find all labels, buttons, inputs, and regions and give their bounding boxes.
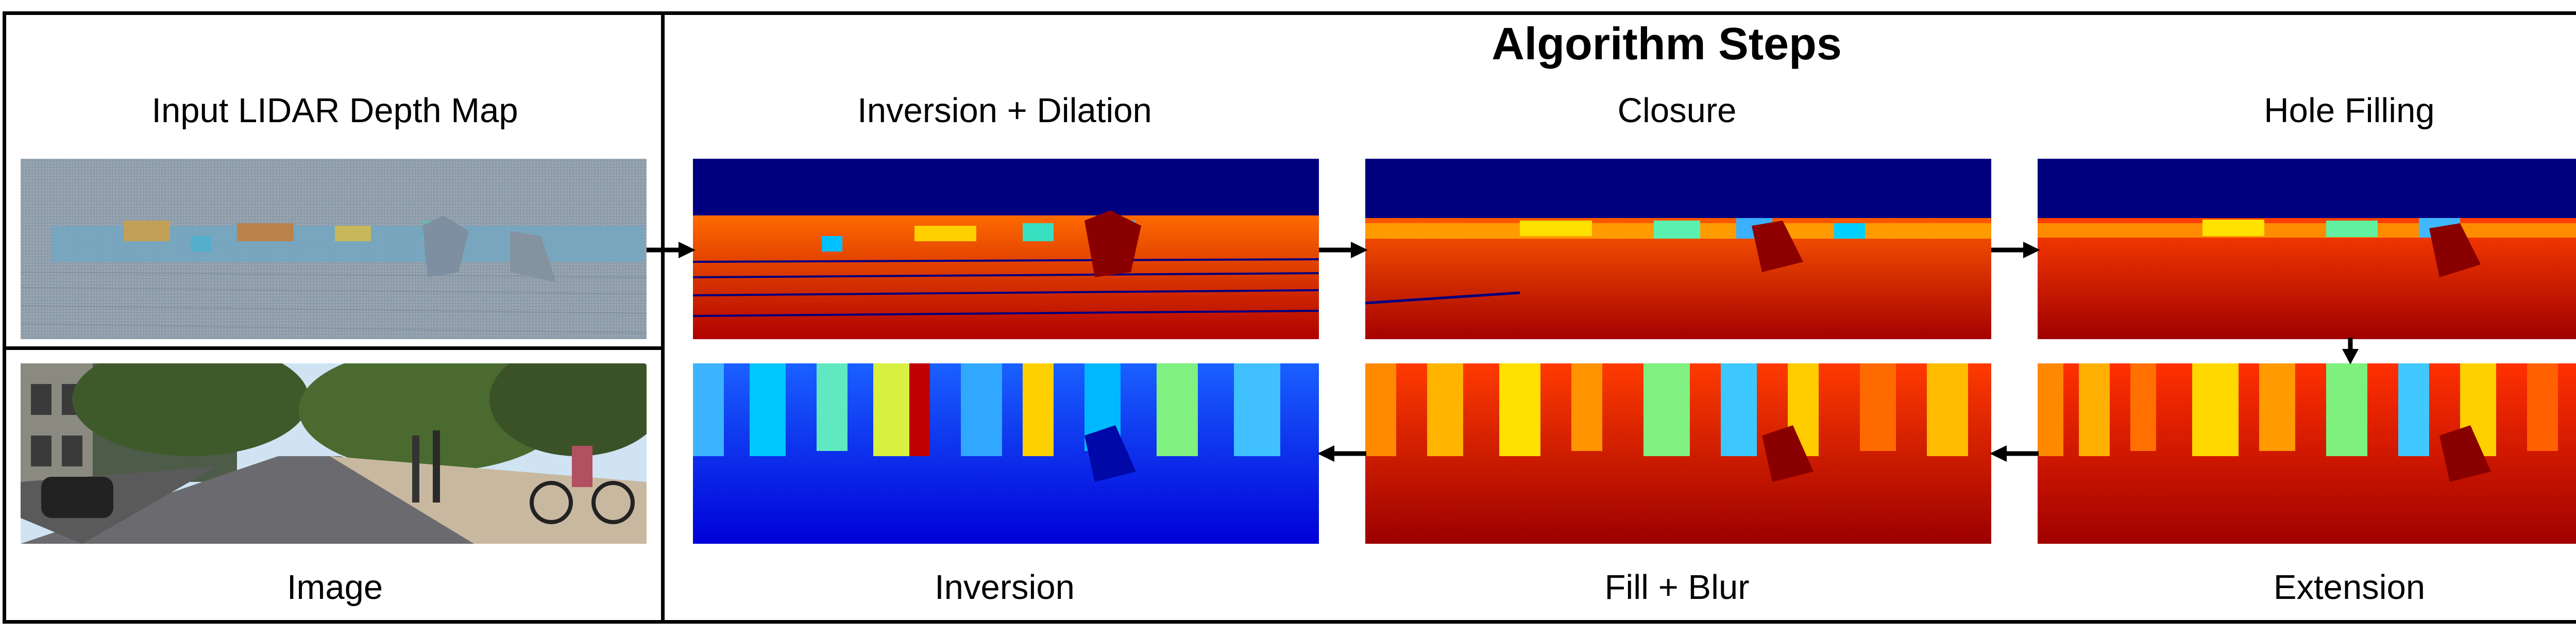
arrow-left-icon xyxy=(1317,445,1366,462)
fill-blur-image xyxy=(1365,363,1991,544)
arrow-right-icon xyxy=(647,242,696,258)
diagram-title: Algorithm Steps xyxy=(1492,18,1842,69)
step-label-closure: Closure xyxy=(1617,91,1737,130)
algorithm-steps-frame xyxy=(661,11,2576,624)
arrow-right-icon xyxy=(1991,242,2040,258)
arrow-right-icon xyxy=(1319,242,1368,258)
step-label-fill-blur: Fill + Blur xyxy=(1604,568,1750,607)
inversion-dilation-image xyxy=(693,159,1319,339)
closure-image xyxy=(1365,159,1991,339)
arrow-down-icon xyxy=(2342,338,2359,364)
inversion-image xyxy=(693,363,1319,544)
hole-filling-image xyxy=(2038,159,2576,339)
lidar-depth-map-image xyxy=(21,159,647,339)
input-lidar-label: Input LIDAR Depth Map xyxy=(151,91,518,130)
extension-image xyxy=(2038,363,2576,544)
image-label: Image xyxy=(286,568,383,607)
step-label-inversion: Inversion xyxy=(935,568,1075,607)
step-label-extension: Extension xyxy=(2273,568,2426,607)
camera-image xyxy=(21,363,647,544)
arrow-left-icon xyxy=(1990,445,2039,462)
step-label-inversion-dilation: Inversion + Dilation xyxy=(857,91,1152,130)
left-column-divider xyxy=(3,346,665,350)
step-label-hole-filling: Hole Filling xyxy=(2264,91,2435,130)
